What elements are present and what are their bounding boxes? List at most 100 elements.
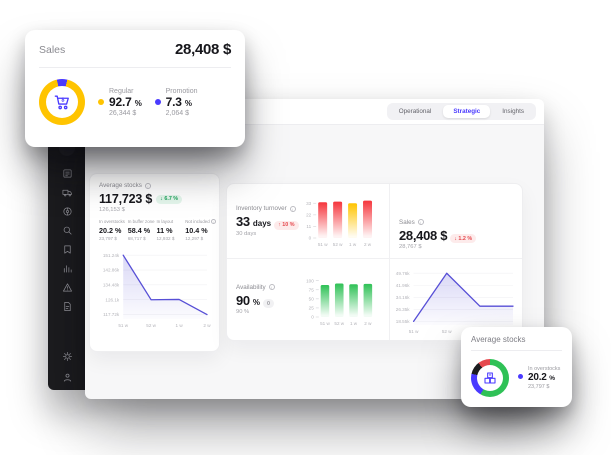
svg-text:51 w: 51 w <box>409 329 419 334</box>
legend-promotion: Promotion 7.3 % 2,064 $ <box>154 88 198 117</box>
svg-text:1 w: 1 w <box>350 321 358 326</box>
settings-circle-icon[interactable] <box>61 205 73 217</box>
availability-previous: 90 % <box>236 309 250 316</box>
inventory-turnover-change-badge: ↑ 10 % <box>274 220 299 230</box>
metric-label: Not included <box>185 219 210 224</box>
legend-pct: 20.2 <box>528 372 547 383</box>
average-stocks-line-chart: 151.24k 142.86k 134.48k 126.1k 117.72k 51 w 52… <box>99 246 212 330</box>
sales-kpi-cell: Sales i 28,408 $ ↓ 1.2 % 28,767 $ <box>390 184 522 259</box>
info-icon[interactable]: i <box>144 182 151 189</box>
svg-text:117.72k: 117.72k <box>103 312 120 317</box>
info-icon[interactable]: i <box>289 205 296 212</box>
stacked-boxes-icon <box>482 370 498 386</box>
svg-text:50: 50 <box>309 296 315 301</box>
inventory-turnover-title: Inventory turnover <box>236 205 287 213</box>
sales-kpi-change-badge: ↓ 1.2 % <box>450 234 477 243</box>
legend-label: Regular <box>109 87 134 95</box>
availability-bar-chart: 100 75 50 25 0 51 w 52 w 1 w 2 w <box>304 272 380 328</box>
svg-text:1 w: 1 w <box>349 242 357 247</box>
svg-text:22: 22 <box>306 213 312 218</box>
user-avatar-icon[interactable] <box>61 371 73 383</box>
sales-kpi-title: Sales <box>399 218 415 226</box>
sidebar-icon-group <box>48 167 86 312</box>
inventory-turnover-value: 33 <box>236 214 250 230</box>
svg-text:52 w: 52 w <box>333 242 343 247</box>
availability-title: Availability <box>236 283 266 291</box>
svg-text:52 w: 52 w <box>146 323 156 328</box>
average-stocks-title: Average stocks <box>99 182 142 189</box>
average-stocks-previous-value: 126,153 $ <box>99 207 125 213</box>
metric-pct: 20.2 % <box>99 225 122 235</box>
availability-change-badge: 0 <box>263 299 274 309</box>
svg-text:52 w: 52 w <box>334 321 344 326</box>
shopping-cart-icon: $ <box>52 92 72 112</box>
news-icon[interactable] <box>61 167 73 179</box>
metric-label-with-info: Not included i <box>185 219 216 224</box>
metric-label: In overstocks <box>99 219 125 224</box>
legend-pct-unit: % <box>134 98 142 108</box>
info-icon[interactable]: i <box>268 284 275 291</box>
metric-pct: 58.4 % <box>127 225 151 235</box>
svg-text:151.24k: 151.24k <box>103 252 120 257</box>
legend-pct-unit: % <box>184 98 192 108</box>
metric-amount: 12,932 $ <box>156 235 175 241</box>
svg-text:142.86k: 142.86k <box>103 267 120 272</box>
divider <box>471 350 562 351</box>
availability-unit: % <box>252 297 260 307</box>
tab-insights[interactable]: Insights <box>502 108 524 115</box>
divider <box>39 67 231 68</box>
availability-cell: Availability i 90 % 0 90 % 100 75 50 25 0 51 … <box>227 259 390 340</box>
svg-text:26.35k: 26.35k <box>396 307 410 312</box>
bar-chart-icon[interactable] <box>61 262 73 274</box>
sales-card-title: Sales <box>39 43 66 56</box>
tab-operational[interactable]: Operational <box>398 108 432 115</box>
warning-icon[interactable] <box>61 281 73 293</box>
average-stocks-card-title: Average stocks <box>471 335 526 344</box>
metric-in-overstocks: In overstocks 20.2 % 23,797 $ <box>99 219 125 241</box>
sales-split-donut-chart: $ <box>39 79 85 125</box>
svg-text:0: 0 <box>311 314 314 319</box>
svg-text:2 w: 2 w <box>364 242 372 247</box>
svg-text:25: 25 <box>309 305 315 310</box>
gear-icon[interactable] <box>61 350 73 362</box>
svg-text:11: 11 <box>306 224 311 229</box>
metric-amount: 68,717 $ <box>127 235 146 241</box>
tab-strategic[interactable]: Strategic <box>443 105 491 118</box>
metric-pct: 10.4 % <box>185 225 208 235</box>
info-icon[interactable]: i <box>210 219 216 224</box>
average-stocks-donut-chart <box>471 359 509 397</box>
donut-hole: $ <box>46 86 78 118</box>
info-icon[interactable]: i <box>417 219 424 225</box>
svg-text:100: 100 <box>306 278 314 283</box>
svg-text:52 w: 52 w <box>442 329 452 334</box>
inventory-turnover-cell: Inventory turnover i 33 days ↑ 10 % 30 d… <box>227 184 390 259</box>
svg-text:51 w: 51 w <box>118 323 128 328</box>
svg-text:0: 0 <box>309 236 312 241</box>
legend-regular: Regular 92.7 % 26,344 $ <box>98 88 142 117</box>
search-icon[interactable] <box>61 224 73 236</box>
average-stocks-panel: Average stocks i 117,723 $ ↓ 6.7 % 126,1… <box>89 173 220 352</box>
truck-icon[interactable] <box>61 186 73 198</box>
legend-dot-promotion <box>154 98 161 105</box>
sales-card-total: 28,408 $ <box>175 41 231 58</box>
inventory-turnover-unit: days <box>252 219 272 229</box>
bookmark-icon[interactable] <box>61 243 73 255</box>
svg-text:134.48k: 134.48k <box>103 282 120 287</box>
legend-pct: 7.3 <box>165 94 182 109</box>
svg-text:18.55k: 18.55k <box>396 319 410 324</box>
legend-pct: 92.7 <box>109 94 132 109</box>
report-file-icon[interactable] <box>61 300 73 312</box>
sidebar <box>48 127 86 390</box>
metric-label: In layout <box>156 219 174 224</box>
svg-text:1 w: 1 w <box>175 323 183 328</box>
legend-dot-regular <box>98 98 104 105</box>
svg-text:51 w: 51 w <box>320 321 330 326</box>
svg-text:34.16k: 34.16k <box>396 295 410 300</box>
metric-in-buffer-zone: In buffer zone 58.4 % 68,717 $ <box>127 219 155 241</box>
average-stocks-metrics: In overstocks 20.2 % 23,797 $ In buffer … <box>99 219 216 241</box>
donut-hole <box>477 365 503 391</box>
svg-text:126.1k: 126.1k <box>105 297 119 302</box>
legend-pct-unit: % <box>549 375 555 382</box>
metric-pct: 11 % <box>156 225 173 235</box>
